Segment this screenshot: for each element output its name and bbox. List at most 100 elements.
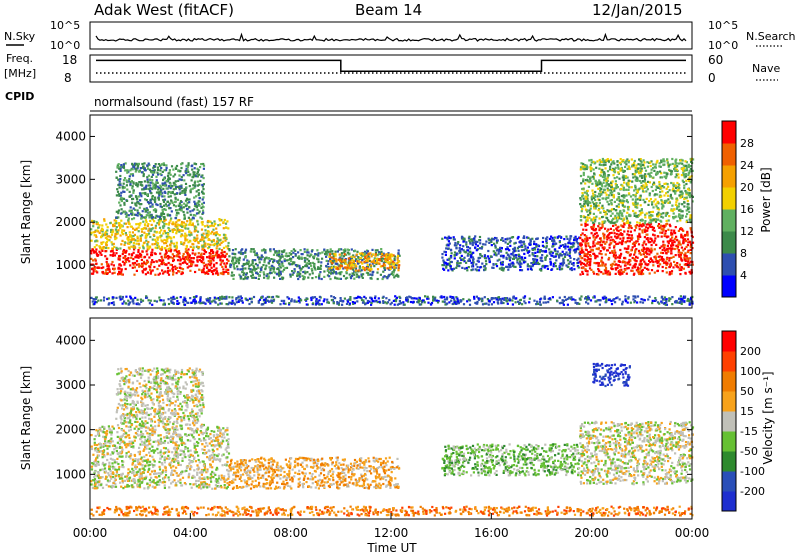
power-echo-7 [665, 182, 668, 185]
power-echo-1 [126, 237, 129, 240]
power-echo-4 [355, 253, 358, 256]
power-echo-7 [669, 195, 672, 198]
power-echo-6 [595, 273, 598, 276]
power-echo-6 [584, 237, 587, 240]
power-echo-2 [122, 166, 126, 169]
power-echo-5 [569, 256, 572, 259]
power-echo-7 [639, 158, 642, 161]
power-echo-1 [156, 243, 159, 246]
power-echo-7 [680, 190, 683, 193]
power-echo-2 [159, 203, 162, 206]
power-echo-6 [628, 260, 631, 264]
power-echo-2 [129, 173, 132, 176]
power-echo-0 [194, 264, 197, 267]
power-echo-7 [665, 219, 668, 222]
power-echo-5 [456, 262, 459, 265]
power-echo-7 [658, 181, 661, 184]
power-echo-6 [660, 258, 663, 261]
freq-tick-bottom: 8 [64, 71, 72, 85]
power-echo-7 [680, 210, 683, 213]
freq-tick-top: 18 [62, 53, 77, 67]
power-echo-1 [190, 231, 193, 234]
power-echo-5 [553, 243, 556, 246]
power-echo-5 [569, 261, 572, 264]
power-echo-1 [130, 239, 133, 242]
power-echo-3 [334, 262, 337, 265]
power-echo-0 [169, 250, 172, 253]
power-echo-7 [628, 213, 631, 216]
power-echo-3 [303, 260, 307, 263]
power-echo-2 [186, 169, 189, 172]
power-echo-0 [137, 263, 140, 266]
power-echo-1 [175, 225, 178, 228]
power-echo-5 [508, 259, 512, 262]
power-echo-1 [163, 222, 166, 225]
power-echo-5 [572, 242, 575, 245]
power-echo-4 [356, 260, 359, 263]
power-echo-2 [154, 200, 157, 204]
power-echo-2 [150, 192, 153, 195]
power-echo-5 [490, 240, 493, 243]
power-echo-3 [321, 251, 324, 254]
power-echo-1 [205, 232, 208, 235]
power-echo-0 [132, 257, 135, 261]
power-echo-1 [106, 226, 109, 229]
power-echo-4 [349, 267, 353, 270]
power-echo-6 [633, 229, 636, 232]
power-echo-1 [201, 238, 204, 241]
power-echo-2 [159, 214, 162, 217]
power-echo-7 [689, 159, 693, 162]
power-echo-3 [299, 249, 302, 252]
power-echo-7 [581, 187, 584, 191]
power-echo-6 [619, 269, 622, 272]
power-echo-1 [204, 229, 207, 232]
power-echo-7 [660, 159, 663, 162]
power-echo-4 [350, 255, 353, 258]
power-echo-5 [483, 269, 486, 272]
power-echo-7 [617, 212, 620, 215]
power-echo-2 [147, 162, 150, 165]
power-echo-7 [639, 219, 642, 222]
power-echo-3 [359, 267, 362, 270]
power-echo-5 [494, 251, 497, 254]
power-echo-6 [597, 248, 600, 251]
power-echo-6 [665, 271, 668, 274]
power-echo-2 [175, 164, 179, 168]
power-echo-7 [685, 161, 688, 164]
power-echo-0 [190, 260, 193, 263]
power-echo-7 [684, 160, 687, 163]
power-echo-1 [187, 227, 190, 230]
power-echo-5 [462, 240, 465, 243]
power-echo-2 [163, 163, 166, 167]
power-echo-1 [124, 232, 127, 235]
power-echo-0 [203, 271, 206, 274]
power-echo-7 [679, 196, 682, 199]
power-echo-3 [383, 267, 386, 270]
power-echo-1 [100, 227, 104, 230]
power-echo-0 [117, 266, 120, 269]
power-echo-6 [653, 229, 656, 232]
power-echo-6 [619, 248, 622, 252]
power-echo-1 [128, 242, 131, 245]
power-echo-3 [353, 249, 357, 252]
power-echo-3 [346, 276, 349, 279]
noise-panel-frame [89, 21, 693, 50]
power-echo-5 [544, 258, 547, 261]
power-echo-7 [619, 201, 622, 204]
power-echo-1 [167, 233, 170, 236]
power-echo-5 [449, 260, 452, 263]
power-echo-6 [596, 255, 599, 258]
power-echo-0 [223, 255, 227, 259]
power-echo-2 [177, 169, 180, 172]
power-echo-7 [610, 189, 613, 192]
power-echo-6 [677, 266, 680, 269]
power-echo-2 [156, 185, 159, 188]
power-echo-6 [637, 268, 640, 271]
power-echo-4 [364, 259, 368, 263]
power-echo-7 [613, 187, 616, 190]
power-echo-7 [681, 216, 684, 219]
power-echo-6 [582, 239, 585, 243]
power-echo-1 [227, 241, 230, 245]
power-echo-2 [155, 175, 158, 178]
power-echo-4 [343, 258, 347, 262]
